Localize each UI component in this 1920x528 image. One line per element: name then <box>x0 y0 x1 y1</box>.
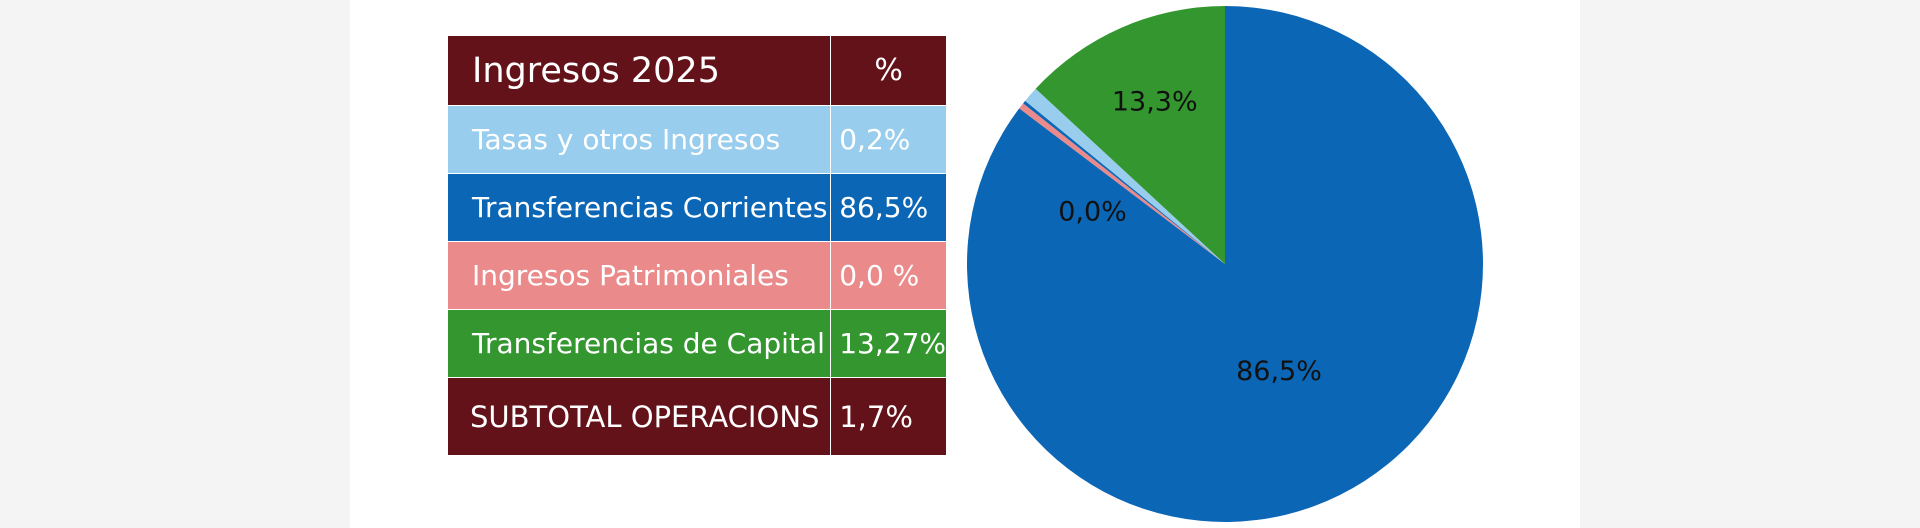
subtotal-row: SUBTOTAL OPERACIONS 1,7% <box>446 377 947 456</box>
subtotal-label: SUBTOTAL OPERACIONS <box>446 377 832 456</box>
pie-slice-label: 86,5% <box>1236 356 1322 387</box>
pie-slice <box>1035 6 1225 264</box>
pie-slice <box>1023 100 1225 264</box>
table-header-percent: % <box>830 35 947 106</box>
pie-chart-svg: 86,5% 0,0% 13,3% <box>967 6 1483 522</box>
pie-slice-label: 13,3% <box>1112 87 1198 118</box>
row-label: Transferencias Corrientes <box>446 173 832 242</box>
table-header-row: Ingresos 2025 % <box>446 35 947 106</box>
row-label: Tasas y otros Ingresos <box>446 105 832 174</box>
row-percent: 13,27% <box>830 309 947 378</box>
subtotal-percent: 1,7% <box>830 377 947 456</box>
income-table: Ingresos 2025 % Tasas y otros Ingresos 0… <box>446 35 947 456</box>
row-percent: 0,0 % <box>830 241 947 310</box>
row-label: Transferencias de Capital <box>446 309 832 378</box>
pie-slice <box>1025 88 1225 264</box>
pie-slice <box>1019 103 1225 264</box>
table-row: Tasas y otros Ingresos 0,2% <box>446 105 947 174</box>
row-percent: 0,2% <box>830 105 947 174</box>
table-row: Ingresos Patrimoniales 0,0 % <box>446 241 947 310</box>
table-row: Transferencias de Capital 13,27% <box>446 309 947 378</box>
pie-chart: 86,5% 0,0% 13,3% <box>950 0 1510 528</box>
row-percent: 86,5% <box>830 173 947 242</box>
table-row: Transferencias Corrientes 86,5% <box>446 173 947 242</box>
pie-slice-label: 0,0% <box>1058 197 1127 228</box>
row-label: Ingresos Patrimoniales <box>446 241 832 310</box>
table-header-title: Ingresos 2025 <box>446 35 832 106</box>
